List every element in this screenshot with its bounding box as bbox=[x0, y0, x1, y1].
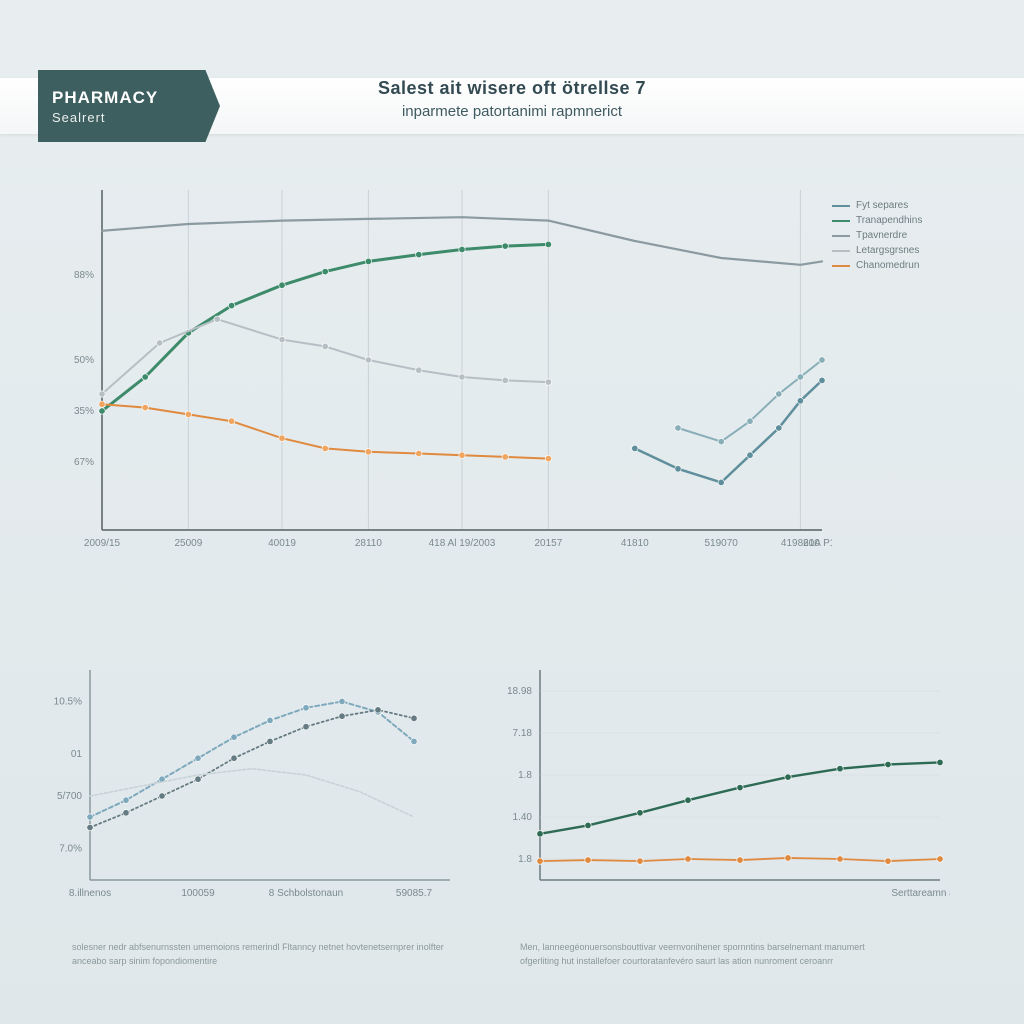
svg-text:1.8: 1.8 bbox=[518, 770, 532, 781]
main-chart-legend: Fyt separes Tranapendhins Tpavnerdre Letarg… bbox=[832, 200, 922, 275]
svg-text:7.0%: 7.0% bbox=[59, 844, 82, 855]
svg-text:18.98: 18.98 bbox=[507, 686, 532, 697]
main-chart: 67% 35% 50% 88% 2009/15 25009 40019 28110 418 Al… bbox=[42, 180, 832, 570]
svg-text:20157: 20157 bbox=[534, 538, 562, 549]
footnote-left: solesner nedr abfsenurnssten umemoions r… bbox=[72, 940, 452, 969]
svg-text:88%: 88% bbox=[74, 270, 94, 281]
legend-item: Letargsgrsnes bbox=[832, 245, 922, 256]
legend-item: Tranapendhins bbox=[832, 215, 922, 226]
svg-text:01: 01 bbox=[71, 749, 83, 760]
title-main: Salest ait wisere oft ötrellse 7 bbox=[378, 78, 646, 99]
legend-item: Chanomedrun bbox=[832, 260, 922, 271]
title-block: Salest ait wisere oft ötrellse 7 inparme… bbox=[378, 78, 646, 120]
title-sub: inparmete patortanimi rapmnerict bbox=[378, 103, 646, 120]
svg-text:35%: 35% bbox=[74, 406, 94, 417]
svg-text:50%: 50% bbox=[74, 355, 94, 366]
svg-text:1.40: 1.40 bbox=[513, 812, 533, 823]
svg-text:Serttareamn amaternt: Serttareamn amaternt bbox=[891, 888, 950, 899]
page-root: PHARMACY Sealrert Salest ait wisere oft … bbox=[0, 0, 1024, 1024]
brand-tab: PHARMACY Sealrert bbox=[38, 70, 220, 142]
svg-text:8 Schbolstonaun: 8 Schbolstonaun bbox=[269, 888, 344, 899]
svg-text:519070: 519070 bbox=[705, 538, 739, 549]
svg-text:100059: 100059 bbox=[181, 888, 215, 899]
svg-text:418 Al 19/2003: 418 Al 19/2003 bbox=[429, 538, 496, 549]
brand-main: PHARMACY bbox=[52, 88, 220, 108]
svg-text:20A P17: 20A P17 bbox=[803, 538, 832, 549]
svg-text:1.8: 1.8 bbox=[518, 854, 532, 865]
svg-text:7.18: 7.18 bbox=[513, 728, 533, 739]
legend-item: Tpavnerdre bbox=[832, 230, 922, 241]
bottom-right-chart: 1.8 1.40 1.8 7.18 18.98 Serttareamn amaternt bbox=[480, 660, 950, 920]
bottom-left-chart: 7.0% 5/700 01 10.5% 8.illnenos 100059 8 Schbol… bbox=[30, 660, 460, 920]
svg-text:10.5%: 10.5% bbox=[54, 697, 82, 708]
svg-text:8.illnenos: 8.illnenos bbox=[69, 888, 111, 899]
svg-text:25009: 25009 bbox=[174, 538, 202, 549]
svg-text:2009/15: 2009/15 bbox=[84, 538, 121, 549]
svg-text:67%: 67% bbox=[74, 457, 94, 468]
svg-text:5/700: 5/700 bbox=[57, 791, 82, 802]
svg-text:28110: 28110 bbox=[355, 538, 383, 549]
svg-text:41810: 41810 bbox=[621, 538, 649, 549]
brand-sub: Sealrert bbox=[52, 110, 220, 125]
legend-item: Fyt separes bbox=[832, 200, 922, 211]
svg-text:40019: 40019 bbox=[268, 538, 296, 549]
footnote-right: Men, lanneegéonuersonsbouttivar veernvon… bbox=[520, 940, 900, 969]
svg-text:59085.7: 59085.7 bbox=[396, 888, 433, 899]
